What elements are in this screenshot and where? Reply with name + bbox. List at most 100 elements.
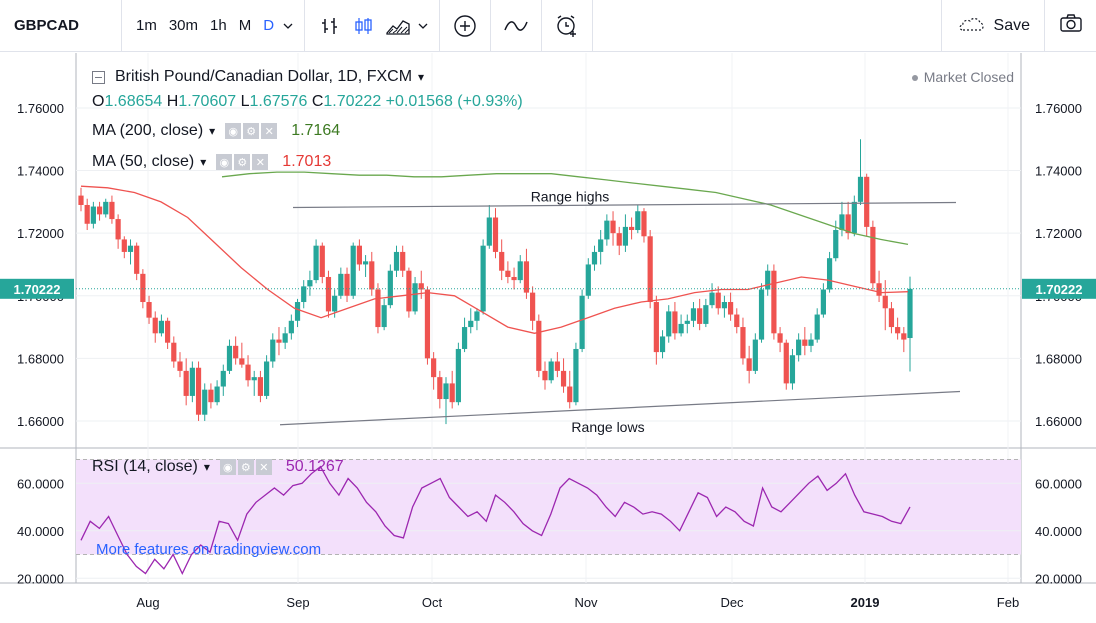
collapse-legend-icon[interactable] (92, 70, 105, 84)
rsi-tick-label-left: 60.0000 (17, 476, 64, 491)
rsi-chevron-icon[interactable]: ▾ (203, 460, 210, 474)
candle-body (746, 358, 752, 371)
candle-body (591, 251, 598, 265)
range-lows-annotation: Range lows (571, 419, 644, 435)
candle-body (579, 295, 585, 349)
interval-1h-button[interactable]: 1h (210, 17, 227, 34)
candle-body (424, 289, 431, 359)
ma200-legend[interactable]: MA (200, close) ▾ ◉ ⚙ ✕ 1.7164 (92, 122, 340, 140)
save-label: Save (993, 16, 1030, 34)
candle-body (715, 292, 721, 309)
price-tick-label-right: 1.72000 (1035, 226, 1082, 241)
change-value: +0.01568 (+0.93%) (385, 93, 523, 110)
top-toolbar: GBPCAD 1m 30m 1h M D Save (0, 0, 1096, 52)
alert-clock-icon[interactable] (550, 9, 584, 43)
ma50-remove-close-icon[interactable]: ✕ (252, 154, 269, 170)
rsi-legend[interactable]: RSI (14, close) ▾ ◉ ⚙ ✕ 50.1267 (92, 458, 344, 476)
candle-body (412, 283, 418, 312)
candle-body (672, 311, 678, 334)
ma50-chevron-icon[interactable]: ▾ (200, 155, 207, 169)
candle-body (734, 314, 740, 328)
rsi-hide-eye-icon[interactable]: ◉ (219, 459, 236, 475)
high-value: 1.70607 (178, 93, 237, 110)
candle-body (517, 261, 523, 281)
ma50-hide-eye-icon[interactable]: ◉ (216, 154, 233, 170)
series-chevron-icon[interactable]: ▾ (418, 70, 425, 84)
range-highs-trendline (292, 201, 957, 209)
candle-body (635, 211, 641, 231)
candle-body (876, 283, 882, 296)
candle-body (820, 289, 826, 315)
bars-style-icon[interactable] (313, 9, 347, 43)
save-button[interactable]: Save (940, 0, 1044, 52)
camera-icon (1059, 13, 1083, 38)
status-dot-icon (911, 75, 918, 82)
candle-body (771, 270, 777, 334)
candle-body (474, 311, 480, 321)
candle-body (857, 176, 864, 202)
ma200-hide-eye-icon[interactable]: ◉ (225, 123, 242, 139)
candle-body (548, 361, 554, 381)
series-legend: British Pound/Canadian Dollar, 1D, FXCM … (92, 68, 424, 86)
candle-body (721, 302, 728, 309)
ma200-settings-gear-icon[interactable]: ⚙ (243, 123, 260, 139)
candle-body (573, 348, 579, 403)
low-label: L (240, 93, 250, 110)
add-compare-plus-icon[interactable] (448, 9, 482, 43)
snapshot-camera-button[interactable] (1044, 0, 1096, 52)
candle-body (332, 295, 338, 312)
candle-body (208, 389, 214, 403)
candle-body (400, 251, 406, 271)
close-value: 1.70222 (323, 93, 382, 110)
candle-body (839, 214, 845, 231)
candle-body (752, 339, 758, 371)
interval-1m-button[interactable]: 1m (136, 17, 157, 34)
candle-body (134, 245, 140, 274)
chart-area[interactable]: 1.76000 1.76000 1.74000 1.74000 1.72000 1.720… (0, 53, 1096, 623)
price-tick-label-left: 1.68000 (17, 351, 64, 366)
price-tick-label-left: 1.72000 (17, 226, 64, 241)
rsi-settings-gear-icon[interactable]: ⚙ (237, 459, 254, 475)
ma200-remove-close-icon[interactable]: ✕ (261, 123, 278, 139)
interval-30m-button[interactable]: 30m (168, 17, 199, 34)
rsi-remove-close-icon[interactable]: ✕ (255, 459, 272, 475)
candle-body (808, 339, 814, 346)
candle-body (907, 288, 913, 339)
chart-style-chevron-icon[interactable] (415, 9, 431, 43)
candle-body (233, 345, 239, 359)
chart-canvas[interactable]: 1.76000 1.76000 1.74000 1.74000 1.72000 1.720… (0, 53, 1096, 623)
candle-body (202, 389, 208, 415)
price-tick-label-right: 1.68000 (1035, 351, 1082, 366)
candle-body (344, 273, 350, 296)
candle-body (684, 320, 690, 324)
ma200-chevron-icon[interactable]: ▾ (209, 124, 216, 138)
ma200-controls: ◉ ⚙ ✕ (225, 123, 278, 139)
candle-body (610, 220, 616, 234)
candle-body (387, 270, 393, 306)
indicators-wave-icon[interactable] (499, 9, 533, 43)
ma50-settings-gear-icon[interactable]: ⚙ (234, 154, 251, 170)
candles-style-icon[interactable] (347, 9, 381, 43)
interval-dropdown-chevron-icon[interactable] (280, 9, 296, 43)
ma200-value: 1.7164 (291, 122, 341, 139)
candle-body (140, 273, 146, 303)
candle-body (480, 245, 486, 312)
candle-body (758, 289, 765, 340)
rsi-tick-label-left: 20.0000 (17, 571, 64, 586)
candle-body (709, 292, 715, 306)
ma50-legend[interactable]: MA (50, close) ▾ ◉ ⚙ ✕ 1.7013 (92, 153, 331, 171)
interval-d-button[interactable]: D (263, 17, 275, 34)
area-style-icon[interactable] (381, 9, 415, 43)
candle-body (542, 370, 548, 381)
symbol-search-button[interactable]: GBPCAD (0, 0, 122, 52)
current-price-label-right: 1.70222 (1036, 282, 1083, 297)
series-title[interactable]: British Pound/Canadian Dollar, 1D, FXCM (115, 68, 413, 85)
candle-body (678, 323, 684, 334)
promo-link[interactable]: More features on tradingview.com (96, 541, 322, 558)
time-tick-label: 2019 (851, 595, 880, 610)
candle-body (195, 367, 202, 415)
interval-m-button[interactable]: M (238, 17, 252, 34)
candle-body (381, 305, 387, 328)
candle-body (796, 339, 802, 356)
candle-body (882, 295, 888, 309)
